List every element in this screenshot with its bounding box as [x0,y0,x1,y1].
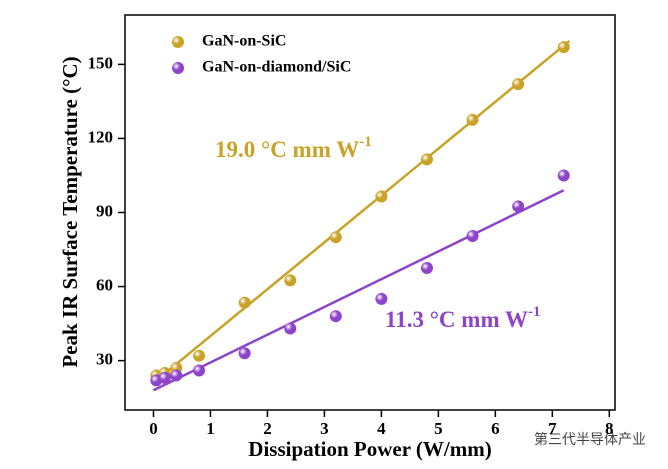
x-tick-label: 4 [377,419,386,438]
x-tick-label: 6 [491,419,500,438]
data-point [420,262,433,275]
x-tick-label: 2 [263,419,272,438]
data-point [512,78,525,91]
y-tick-label: 90 [96,201,113,220]
data-point [158,371,171,384]
data-point [329,231,342,244]
data-point [375,190,388,203]
data-point [238,296,251,309]
x-tick-label: 0 [149,419,158,438]
watermark: 第三代半导体产业 [534,431,646,448]
data-point [557,41,570,54]
fit-line [152,189,565,392]
data-point [170,369,183,382]
fit-line [152,39,571,384]
annotation-superscript: -1 [359,134,372,150]
data-point [329,310,342,323]
annotation: 11.3 °C mm W-1 [385,304,540,332]
data-point [466,229,479,242]
x-tick-label: 1 [206,419,215,438]
x-tick-label: 8 [605,419,614,438]
x-axis-label: Dissipation Power (W/mm) [248,437,491,461]
data-point [284,322,297,335]
y-tick-label: 120 [88,127,114,146]
data-point [512,200,525,213]
legend-marker [172,36,184,48]
x-tick-label: 3 [320,419,329,438]
y-tick-label: 30 [96,350,113,369]
data-point [557,169,570,182]
data-point [466,113,479,126]
annotation-text: 19.0 °C mm W [215,137,359,162]
data-point [375,292,388,305]
y-tick-label: 150 [88,53,114,72]
data-point [193,364,206,377]
annotation-superscript: -1 [528,304,541,320]
annotation: 19.0 °C mm W-1 [215,134,372,162]
y-tick-label: 60 [96,275,113,294]
x-tick-label: 5 [434,419,443,438]
data-point [284,274,297,287]
x-tick-label: 7 [548,419,557,438]
annotation-text: 11.3 °C mm W [385,307,528,332]
legend-label: GaN-on-diamond/SiC [202,59,351,76]
y-axis-label: Peak IR Surface Temperature (°C) [58,56,82,367]
data-point [420,153,433,166]
data-point [193,349,206,362]
legend-marker [172,62,184,74]
legend-label: GaN-on-SiC [202,33,286,50]
data-point [238,347,251,360]
